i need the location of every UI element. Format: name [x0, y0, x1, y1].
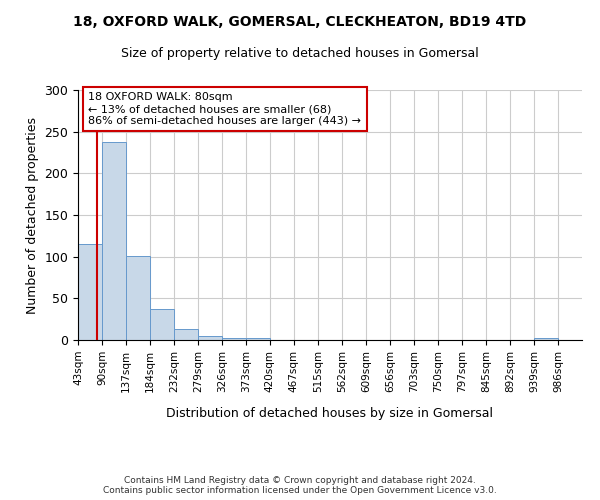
- Bar: [534, 338, 558, 340]
- Bar: [198, 336, 222, 340]
- Bar: [102, 142, 126, 340]
- Bar: [78, 244, 102, 340]
- Bar: [150, 309, 174, 340]
- Bar: [246, 338, 270, 340]
- Text: 18 OXFORD WALK: 80sqm
← 13% of detached houses are smaller (68)
86% of semi-deta: 18 OXFORD WALK: 80sqm ← 13% of detached …: [88, 92, 361, 126]
- Y-axis label: Number of detached properties: Number of detached properties: [26, 116, 39, 314]
- Text: Size of property relative to detached houses in Gomersal: Size of property relative to detached ho…: [121, 48, 479, 60]
- Bar: [126, 256, 150, 340]
- Text: 18, OXFORD WALK, GOMERSAL, CLECKHEATON, BD19 4TD: 18, OXFORD WALK, GOMERSAL, CLECKHEATON, …: [73, 15, 527, 29]
- Text: Distribution of detached houses by size in Gomersal: Distribution of detached houses by size …: [167, 408, 493, 420]
- Text: Contains HM Land Registry data © Crown copyright and database right 2024.
Contai: Contains HM Land Registry data © Crown c…: [103, 476, 497, 495]
- Bar: [222, 338, 246, 340]
- Bar: [174, 329, 198, 340]
